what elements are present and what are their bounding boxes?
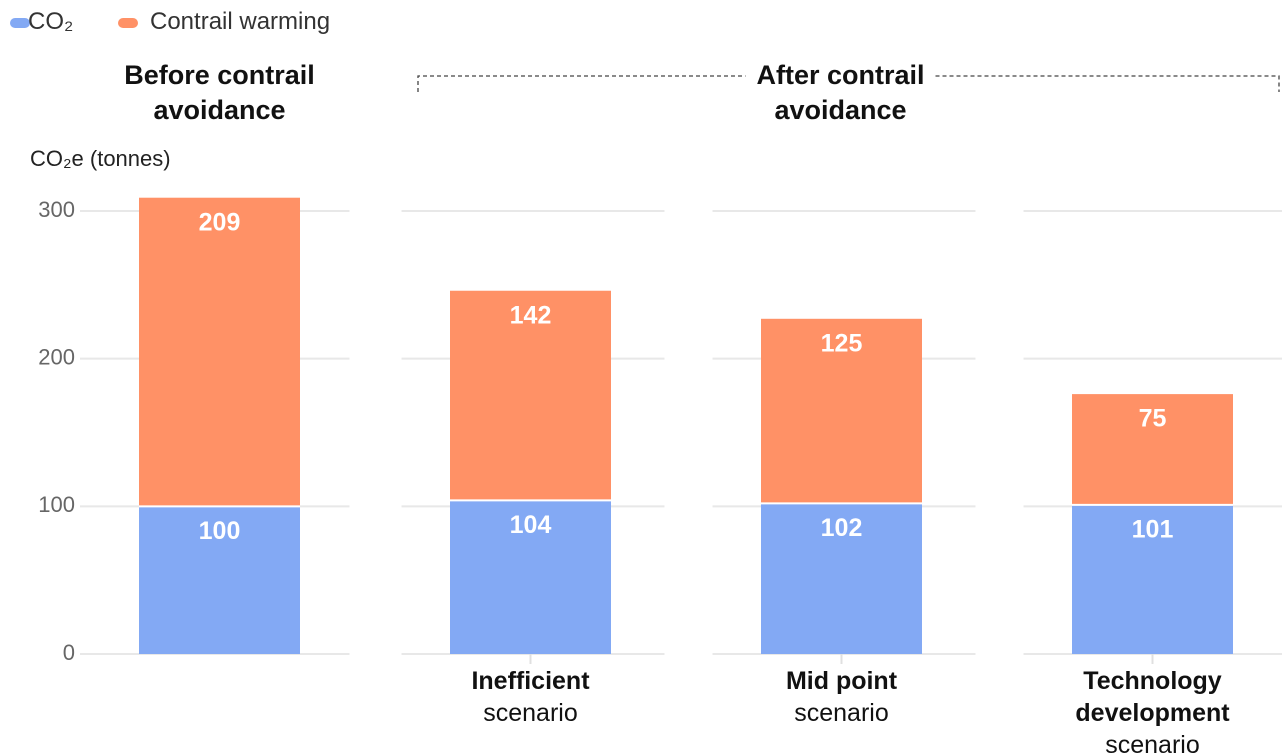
data-label: 75 — [1139, 405, 1167, 433]
y-axis-label: CO₂e (tonnes) — [30, 146, 171, 171]
legend-label: Contrail warming — [150, 8, 331, 35]
x-tick-label-text: scenario — [1105, 731, 1200, 754]
bar-segment — [761, 318, 922, 504]
legend-swatch — [10, 18, 30, 28]
data-label: 125 — [821, 329, 863, 357]
x-tick-label-bold: Mid point — [785, 667, 898, 695]
data-label: 101 — [1132, 515, 1174, 543]
bar-segment — [139, 506, 300, 654]
y-tick-label: 200 — [38, 344, 75, 369]
data-label: 102 — [821, 514, 863, 542]
group-label: Before contrail avoidance — [124, 60, 315, 125]
bar-segment — [761, 503, 922, 654]
legend-swatch — [118, 18, 138, 28]
y-tick-label: 0 — [63, 640, 75, 665]
x-tick-label: Mid point scenario — [742, 665, 942, 729]
x-tick-label-text: scenario — [794, 699, 889, 727]
bar-segment — [1072, 504, 1233, 654]
x-tick-label: Inefficient scenario — [431, 665, 631, 729]
data-label: 100 — [199, 517, 241, 545]
bar-segment — [450, 500, 611, 654]
bar-segment — [450, 290, 611, 501]
x-tick-label-bold: Technology development — [1075, 667, 1230, 727]
group-label: After contrail avoidance — [756, 60, 925, 125]
data-label: 209 — [199, 208, 241, 236]
x-tick-label: Technology development scenario — [1053, 665, 1253, 754]
data-label: 104 — [510, 511, 552, 539]
y-tick-label: 100 — [38, 492, 75, 517]
bar-segment — [139, 197, 300, 507]
x-tick-label-bold: Inefficient — [471, 667, 590, 695]
group-bracket — [417, 75, 1280, 92]
bar-segment — [1072, 394, 1233, 505]
data-label: 142 — [510, 301, 552, 329]
y-tick-label: 300 — [38, 197, 75, 222]
legend-label: CO₂ — [28, 8, 74, 35]
x-tick-label-text: scenario — [483, 699, 578, 727]
